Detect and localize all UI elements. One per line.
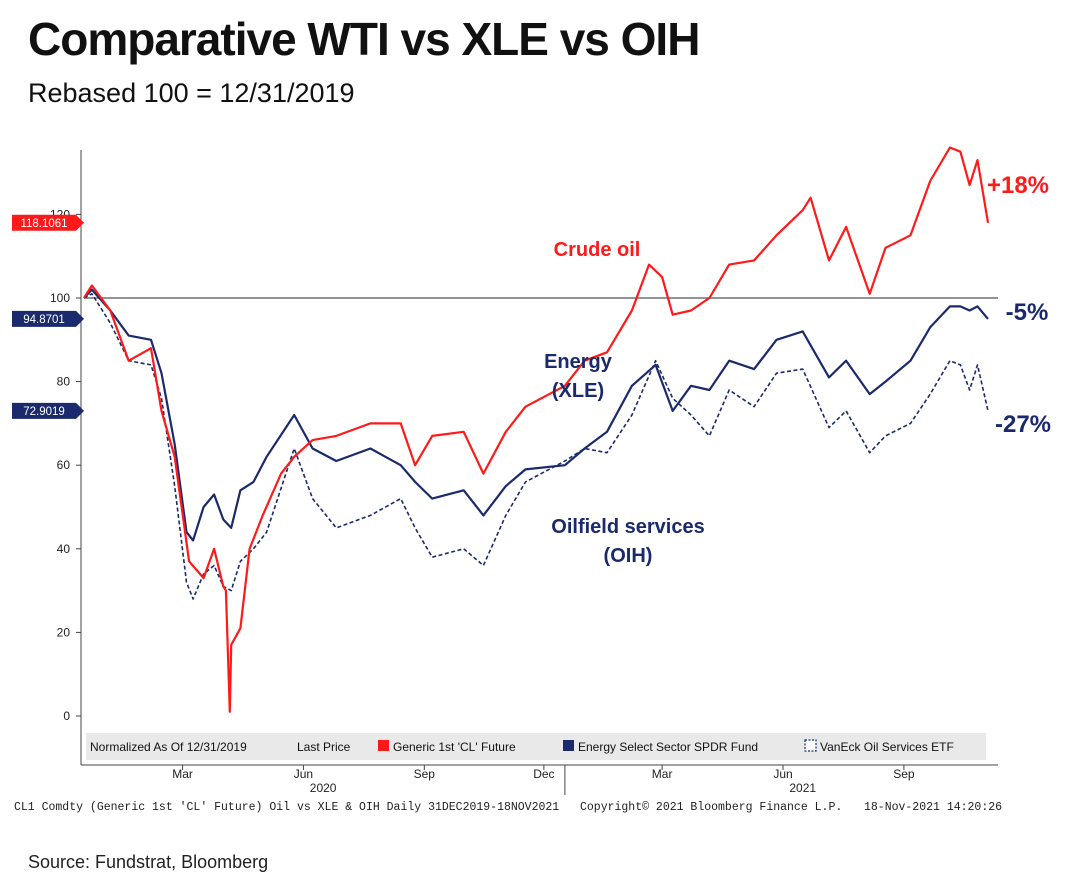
x-tick-label: Mar <box>652 767 673 781</box>
change-label: +18% <box>987 172 1049 199</box>
legend-layer: Normalized As Of 12/31/2019 Last Price Gen… <box>86 733 986 760</box>
series-annotation: Crude oil <box>554 239 641 261</box>
x-year-label: 2020 <box>310 781 337 795</box>
source-note: Source: Fundstrat, Bloomberg <box>28 852 269 872</box>
legend-bar <box>86 733 986 760</box>
legend-prefix: Normalized As Of 12/31/2019 <box>90 740 247 754</box>
legend-swatch <box>563 740 574 751</box>
legend-label: Energy Select Sector SPDR Fund <box>578 740 758 754</box>
legend-swatch <box>378 740 389 751</box>
series-annotation: Oilfield services <box>551 516 704 538</box>
bloomberg-description: CL1 Comdty (Generic 1st 'CL' Future) Oil… <box>14 801 559 814</box>
chart-title: Comparative WTI vs XLE vs OIH <box>28 13 700 65</box>
last-value-label: 72.9019 <box>23 406 65 418</box>
last-value-box <box>12 310 84 327</box>
change-label: -27% <box>995 411 1051 438</box>
x-tick-label: Sep <box>414 767 436 781</box>
change-label: -5% <box>1006 299 1049 326</box>
series-line-2 <box>83 293 989 600</box>
y-tick-label: 0 <box>63 709 70 723</box>
y-tick-label: 80 <box>57 375 71 389</box>
series-annotation: (OIH) <box>604 545 653 567</box>
bloomberg-timestamp: 18-Nov-2021 14:20:26 <box>864 801 1002 814</box>
x-tick-label: Dec <box>533 767 554 781</box>
legend-swatch <box>804 739 817 752</box>
x-tick-label: Jun <box>294 767 313 781</box>
x-tick-label: Jun <box>773 767 792 781</box>
x-tick-label: Mar <box>172 767 193 781</box>
legend-label: VanEck Oil Services ETF <box>820 740 954 754</box>
series-annotation: Energy <box>544 351 613 373</box>
last-value-label: 94.8701 <box>23 314 65 326</box>
series-annotation: (XLE) <box>552 380 604 402</box>
legend-prefix: Last Price <box>297 740 351 754</box>
series-line-0 <box>83 146 990 713</box>
y-tick-label: 60 <box>57 458 71 472</box>
chart-subtitle: Rebased 100 = 12/31/2019 <box>28 78 355 108</box>
y-tick-label: 100 <box>50 291 70 305</box>
last-value-box <box>12 402 84 419</box>
y-tick-label: 20 <box>57 625 71 639</box>
y-tick-label: 40 <box>57 542 71 556</box>
legend-label: Generic 1st 'CL' Future <box>393 740 516 754</box>
last-value-label: 118.1061 <box>20 218 67 230</box>
labels-layer: 118.1061 94.8701 72.9019 Crude oil Energy (XL… <box>12 172 1051 567</box>
series-layer <box>83 146 990 713</box>
series-line-1 <box>83 288 989 542</box>
bloomberg-copyright: Copyright© 2021 Bloomberg Finance L.P. <box>580 801 842 814</box>
last-value-box <box>12 214 84 231</box>
x-tick-label: Sep <box>893 767 915 781</box>
x-year-label: 2021 <box>789 781 816 795</box>
